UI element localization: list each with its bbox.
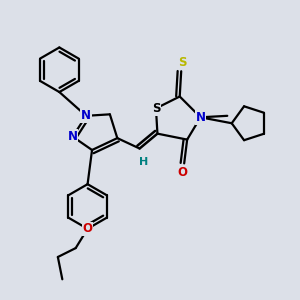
Text: O: O	[178, 166, 188, 179]
Text: N: N	[68, 130, 78, 143]
Text: O: O	[82, 222, 93, 235]
Text: S: S	[178, 56, 187, 69]
Text: H: H	[140, 157, 149, 167]
Text: N: N	[196, 111, 206, 124]
Text: N: N	[81, 109, 91, 122]
Text: S: S	[152, 102, 160, 115]
